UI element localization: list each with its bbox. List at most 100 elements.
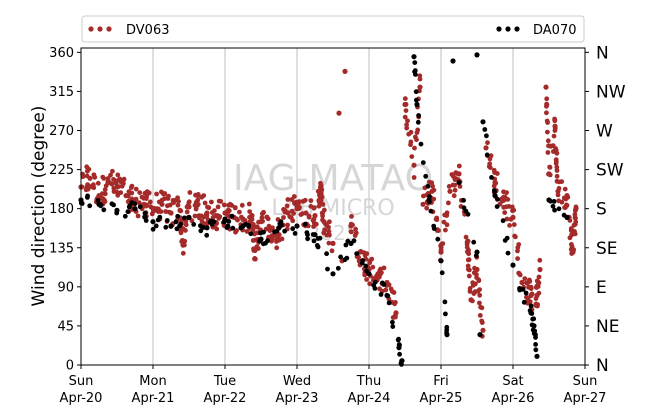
data-point <box>495 196 500 202</box>
data-point <box>102 187 108 193</box>
data-point <box>559 179 565 185</box>
data-point <box>535 284 541 289</box>
data-point <box>494 171 500 176</box>
data-point <box>426 197 432 203</box>
data-point <box>311 238 317 244</box>
data-point <box>173 219 179 225</box>
data-point <box>121 181 126 186</box>
data-point <box>553 161 559 166</box>
data-point <box>348 240 354 246</box>
data-point <box>415 127 421 133</box>
data-point <box>349 229 354 235</box>
data-point <box>423 173 429 179</box>
data-point <box>545 129 550 135</box>
data-point <box>175 213 181 219</box>
data-point <box>95 180 101 186</box>
data-point <box>290 226 296 232</box>
data-point <box>324 251 329 257</box>
data-point <box>246 201 252 207</box>
data-point <box>129 183 135 189</box>
data-point <box>305 236 310 242</box>
data-point <box>159 201 165 207</box>
data-point <box>444 213 450 218</box>
data-point <box>533 332 538 338</box>
data-point <box>402 101 408 108</box>
data-point <box>277 221 283 227</box>
data-point <box>555 192 561 198</box>
data-point <box>92 174 98 180</box>
data-point <box>155 217 161 223</box>
data-point <box>456 180 462 186</box>
data-point <box>284 203 290 209</box>
data-point <box>139 194 145 200</box>
data-point <box>183 228 188 233</box>
data-point <box>316 203 322 209</box>
data-point <box>308 204 314 209</box>
data-point <box>367 281 373 287</box>
data-point <box>114 207 120 213</box>
y2-tick-label: SW <box>596 161 624 181</box>
data-point <box>315 236 321 241</box>
data-point <box>522 276 528 281</box>
x-tick-label-date: Apr-27 <box>564 391 607 406</box>
data-point <box>285 197 291 202</box>
data-point <box>502 210 508 216</box>
data-point <box>417 84 423 90</box>
data-point <box>324 232 330 238</box>
data-point <box>418 141 424 147</box>
data-point <box>443 227 448 233</box>
data-point <box>393 310 399 316</box>
data-point <box>470 283 476 288</box>
data-point <box>457 184 463 189</box>
data-point <box>572 212 578 217</box>
data-point <box>116 177 122 183</box>
data-point <box>399 358 405 364</box>
data-point <box>308 198 314 204</box>
data-point <box>545 120 550 125</box>
data-point <box>171 199 177 205</box>
data-point <box>202 200 208 206</box>
data-point <box>562 186 568 192</box>
data-point <box>289 208 295 214</box>
data-point <box>159 197 165 203</box>
data-point <box>276 225 282 231</box>
data-point <box>370 264 376 270</box>
data-point <box>408 139 414 145</box>
data-point <box>431 196 437 202</box>
data-point <box>154 191 160 197</box>
data-point <box>192 213 198 219</box>
data-point <box>492 180 498 186</box>
data-point <box>450 58 456 64</box>
data-point <box>198 228 204 234</box>
data-point <box>101 176 107 181</box>
data-point <box>383 287 389 293</box>
data-point <box>396 345 402 351</box>
data-point <box>206 205 212 211</box>
y-axis: 0 45 90 135 180 225 270 315 360 <box>49 46 81 374</box>
data-point <box>163 224 169 230</box>
y2-tick-label: SE <box>596 239 618 259</box>
y-tick-label: 270 <box>49 124 74 139</box>
data-point <box>442 299 448 305</box>
data-point <box>564 214 570 220</box>
data-point <box>389 289 395 294</box>
data-point <box>364 277 369 282</box>
data-point <box>312 232 318 238</box>
data-point <box>363 263 369 269</box>
x-tick-label-date: Apr-26 <box>492 391 535 406</box>
data-point <box>402 114 408 120</box>
data-point <box>110 168 115 174</box>
data-point <box>125 209 131 215</box>
x-tick-label-day: Wed <box>283 374 311 389</box>
data-point <box>87 203 93 209</box>
data-point <box>121 176 127 182</box>
data-point <box>390 319 395 325</box>
data-point <box>326 229 332 234</box>
data-point <box>338 254 343 260</box>
data-point <box>554 168 560 173</box>
data-point <box>204 225 210 231</box>
data-point <box>528 286 534 292</box>
data-point <box>477 332 483 338</box>
legend-box <box>81 15 585 43</box>
data-point <box>504 190 509 196</box>
